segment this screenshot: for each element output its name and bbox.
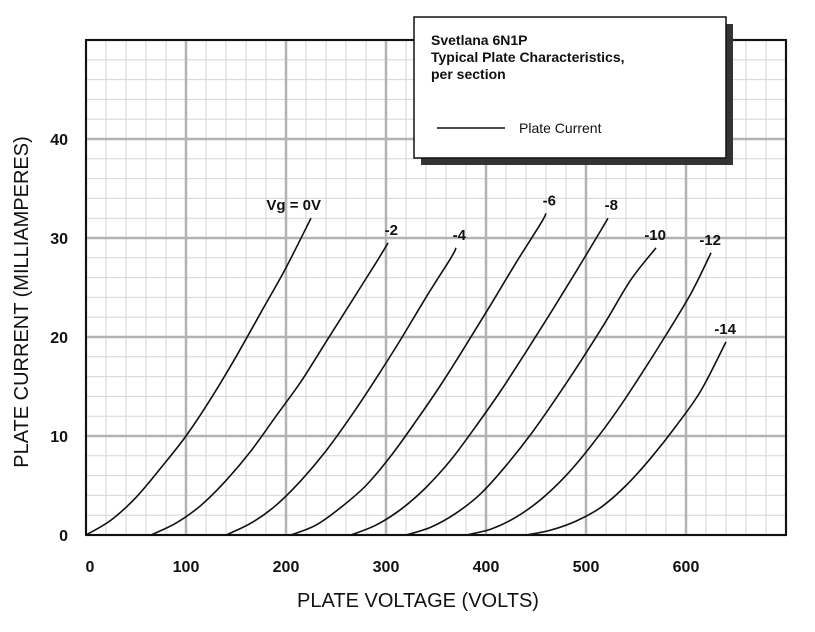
plate-current-curve <box>290 212 547 535</box>
x-tick-label: 400 <box>473 559 500 576</box>
x-tick-label: 100 <box>173 559 200 576</box>
legend-entry-label: Plate Current <box>519 120 602 136</box>
y-tick-label: 20 <box>50 330 68 347</box>
curve-labels: Vg = 0V -2 -4 -6 -8 -10 -12 -14 <box>266 192 736 338</box>
legend-title-line-1: Svetlana 6N1P <box>431 32 528 48</box>
y-tick-label: 30 <box>50 231 68 248</box>
y-tick-labels: 0 10 20 30 40 <box>50 132 68 545</box>
curve-label: -8 <box>605 197 618 214</box>
curves <box>86 212 727 535</box>
x-tick-label: 200 <box>273 559 300 576</box>
plate-current-curve <box>350 217 609 535</box>
y-axis-label: PLATE CURRENT (MILLIAMPERES) <box>11 136 33 468</box>
legend-box: Svetlana 6N1P Typical Plate Characterist… <box>413 16 733 165</box>
plate-current-curve <box>150 242 389 535</box>
plate-current-curve <box>86 217 312 535</box>
curve-label: Vg = 0V <box>266 197 321 214</box>
x-tick-labels: 0 100 200 300 400 500 600 <box>86 559 700 576</box>
plate-current-curve <box>405 247 657 535</box>
y-tick-label: 0 <box>59 528 68 545</box>
plate-current-curve <box>525 341 727 535</box>
curve-label: -12 <box>699 232 721 249</box>
x-tick-label: 300 <box>373 559 400 576</box>
x-tick-label: 500 <box>573 559 600 576</box>
x-axis-label: PLATE VOLTAGE (VOLTS) <box>297 590 539 612</box>
curve-label: -6 <box>543 192 556 209</box>
y-tick-label: 40 <box>50 132 68 149</box>
y-tick-label: 10 <box>50 429 68 446</box>
plate-current-curve <box>465 252 712 535</box>
legend-panel <box>413 16 727 159</box>
curve-label: -10 <box>644 227 666 244</box>
legend-title-line-3: per section <box>431 66 506 82</box>
legend-title-line-2: Typical Plate Characteristics, <box>431 49 625 65</box>
x-tick-label: 0 <box>86 559 95 576</box>
x-tick-label: 600 <box>673 559 700 576</box>
plate-current-curve <box>225 247 457 535</box>
curve-label: -4 <box>453 227 467 244</box>
curve-label: -14 <box>714 321 736 338</box>
curve-label: -2 <box>385 222 398 239</box>
